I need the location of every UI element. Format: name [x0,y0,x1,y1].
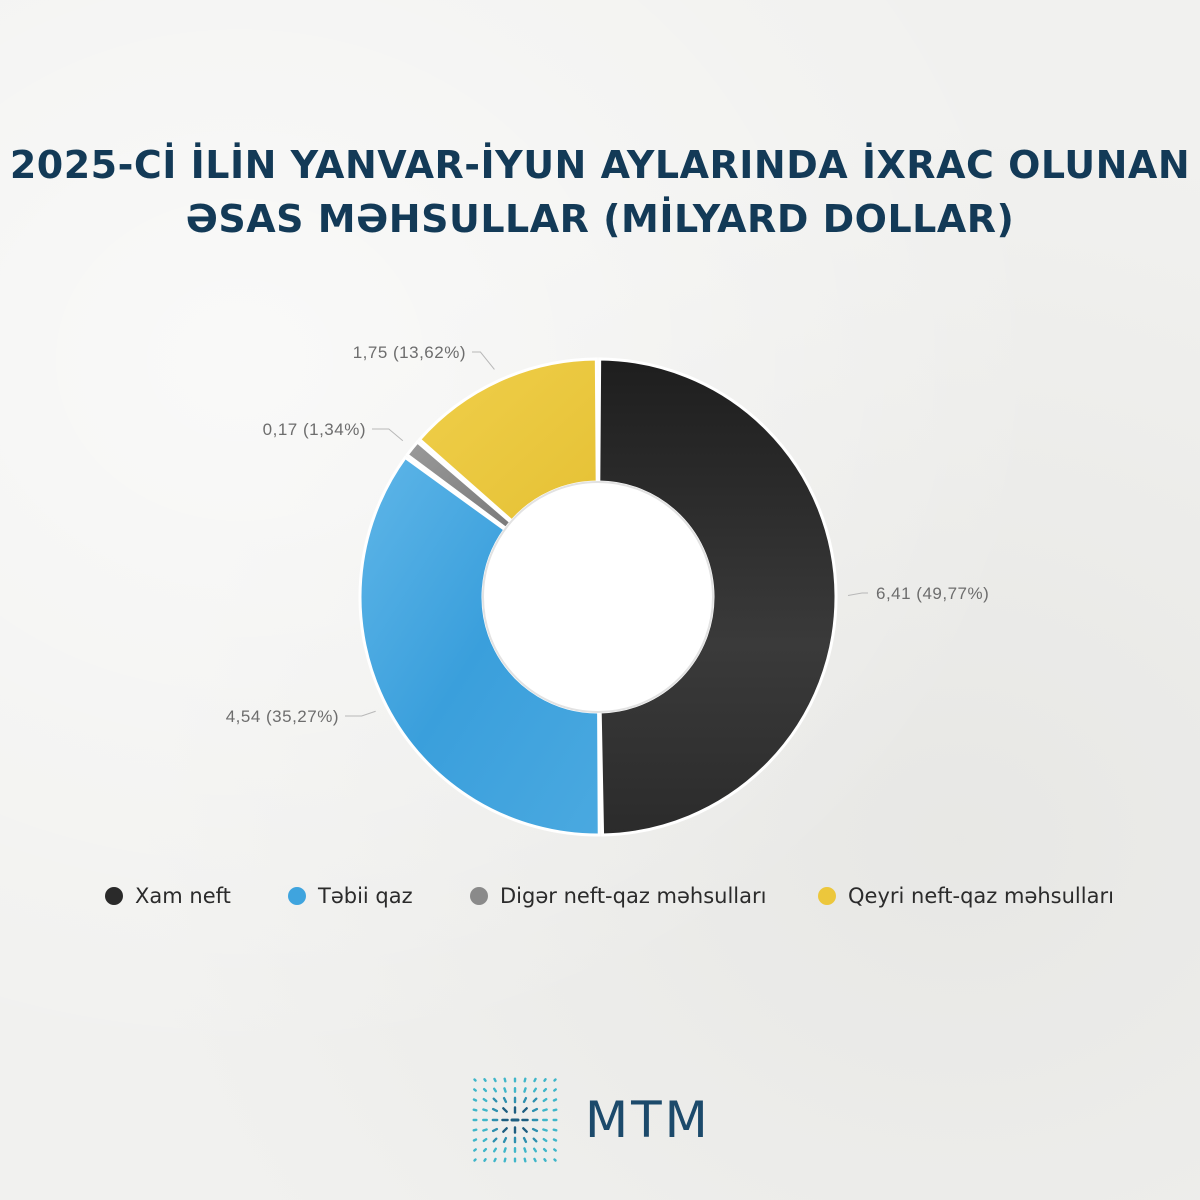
logo-dash [473,1078,477,1082]
logo-dash [472,1138,478,1142]
logo-text: MTM [585,1091,711,1149]
logo-dash [502,1107,508,1113]
logo-dash [553,1148,557,1152]
logo-dash [553,1158,557,1162]
legend-dot-icon [288,887,306,905]
logo-dash [503,1147,507,1153]
logo-dash [472,1098,478,1102]
logo-dash [532,1087,538,1093]
logo-dash [472,1128,478,1132]
logo-dash [533,1157,537,1163]
logo-dash [542,1087,548,1093]
logo-dash [492,1097,498,1103]
logo-dash [543,1158,547,1162]
legend-label: Qeyri neft-qaz məhsulları [848,884,1114,908]
logo-dash [482,1087,488,1093]
logo-dash [542,1137,548,1143]
logo-dash [503,1077,507,1083]
logo-dash [531,1127,539,1133]
legend: Xam neft Təbii qaz Digər neft-qaz məhsul… [0,884,1200,920]
legend-item-diger-neft-qaz: Digər neft-qaz məhsulları [470,884,766,908]
logo-dash [493,1157,497,1163]
logo-dash [491,1127,499,1133]
logo-dash [473,1158,477,1162]
logo-dash [553,1088,557,1092]
logo-dash [522,1127,528,1133]
legend-item-tebii-qaz: Təbii qaz [288,884,413,908]
logo-dash [502,1136,508,1144]
logo-dash [482,1147,488,1153]
slice-value-label: 6,41 (49,77%) [876,584,989,603]
legend-label: Xam neft [135,884,231,908]
logo-dash [473,1088,477,1092]
logo-dash [533,1077,537,1083]
legend-dot-icon [105,887,123,905]
logo-dash [531,1107,539,1113]
logo-dash [532,1097,538,1103]
logo-dash [482,1097,488,1103]
logo-dash [523,1147,527,1153]
legend-item-qeyri-neft-qaz: Qeyri neft-qaz məhsulları [818,884,1114,908]
logo-dash [523,1077,527,1083]
logo-dash [523,1157,527,1163]
logo-dash [552,1098,558,1102]
logo-dash [532,1147,538,1153]
mtm-star-grid-icon [472,1077,558,1163]
legend-item-xam-neft: Xam neft [105,884,231,908]
logo-dash [552,1138,558,1142]
logo-dash [482,1128,488,1132]
logo-dash [483,1078,487,1082]
logo-dash [493,1077,497,1083]
logo-dash [473,1148,477,1152]
logo-dash [492,1147,498,1153]
logo-dash [502,1127,508,1133]
logo-dash [553,1078,557,1082]
logo-dash [552,1128,558,1132]
slice-value-label: 4,54 (35,27%) [226,707,339,726]
logo-dash [482,1108,488,1112]
legend-dot-icon [470,887,488,905]
donut-hole [482,481,714,713]
logo-dash [492,1137,498,1143]
logo-dash [522,1096,528,1104]
leader-line [847,592,868,596]
logo-dash [503,1157,507,1163]
logo-dash [542,1097,548,1103]
logo-dash [542,1108,548,1112]
logo-dash [552,1108,558,1112]
slice-value-label: 0,17 (1,34%) [263,420,366,439]
legend-dot-icon [818,887,836,905]
logo-dash [472,1108,478,1112]
logo-dash [503,1087,507,1093]
chart-title: 2025-Cİ İLİN YANVAR-İYUN AYLARINDA İXRAC… [0,138,1200,246]
logo-dash [542,1147,548,1153]
legend-label: Təbii qaz [318,884,413,908]
title-line-1: 2025-Cİ İLİN YANVAR-İYUN AYLARINDA İXRAC… [9,143,1191,187]
logo-dash [522,1136,528,1144]
leader-line [372,428,404,442]
slice-value-label: 1,75 (13,62%) [353,343,466,362]
logo-dash [492,1087,498,1093]
title-line-2: ƏSAS MƏHSULLAR (MİLYARD DOLLAR) [185,197,1015,241]
logo-dash [483,1158,487,1162]
logo-dash [543,1078,547,1082]
logo-dash [542,1128,548,1132]
logo-dash [522,1107,528,1113]
logo-dash [523,1087,527,1093]
logo-dash [502,1096,508,1104]
leader-line [472,351,495,370]
leader-line [345,710,376,717]
logo-dash [491,1107,499,1113]
logo-dash [482,1137,488,1143]
mtm-logo: MTM [465,1070,711,1170]
legend-label: Digər neft-qaz məhsulları [500,884,767,908]
logo-dash [532,1137,538,1143]
